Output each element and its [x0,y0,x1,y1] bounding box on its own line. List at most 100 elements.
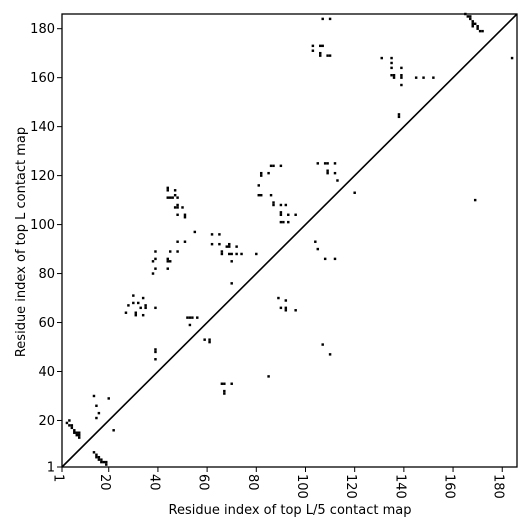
contact-point [139,306,142,310]
contact-point [77,431,81,434]
contact-point [380,56,383,60]
contact-point [75,433,78,437]
contact-point [336,179,339,182]
contact-point [259,193,263,197]
contact-point [208,340,211,344]
contact-point [414,76,418,79]
contact-point [73,429,76,432]
contact-point [326,171,329,175]
x-tick-label: 140 [392,474,407,499]
contact-point [326,169,329,172]
contact-point [267,375,270,378]
contact-point [422,76,425,79]
contact-point [333,162,337,165]
contact-point [230,260,233,263]
contact-point [277,296,280,300]
contact-point [287,213,290,217]
contact-point [183,240,187,243]
contact-point [65,421,69,425]
contact-point [141,313,145,317]
contact-point [390,73,393,77]
contact-point [279,203,283,207]
contact-point [287,220,290,224]
contact-point [272,201,275,204]
diagonal-line [61,13,518,468]
contact-point [144,306,147,310]
contact-point [228,242,231,246]
contact-point [141,296,145,300]
contact-point [95,416,98,420]
contact-point [188,316,192,319]
contact-point [154,257,157,261]
contact-point [97,458,101,461]
contact-point [319,51,322,55]
contact-point [168,196,172,199]
contact-point [191,316,194,319]
contact-point [92,394,96,398]
contact-point [154,250,157,253]
contact-point [316,247,320,251]
contact-point [397,115,401,119]
contact-point [176,203,179,207]
contact-point [390,61,393,65]
contact-point [220,252,224,256]
contact-point [100,460,103,464]
contact-point [400,73,403,77]
contact-point [70,424,74,427]
contact-point [392,73,396,77]
contact-point [68,424,71,427]
contact-point [469,15,472,18]
contact-point [279,306,283,310]
contact-point [321,44,324,48]
contact-point [183,216,187,219]
contact-point [132,301,135,305]
contact-point [70,426,74,430]
x-tick-label: 80 [245,474,260,491]
contact-point [154,348,157,351]
x-tick-label: 40 [146,474,161,491]
contact-point [267,171,270,175]
x-tick-label: 160 [442,474,457,499]
contact-point [173,193,177,197]
contact-point [235,252,238,256]
x-tick-label: 180 [491,474,506,499]
contact-point [132,294,135,297]
contact-point [294,309,297,312]
contact-point [228,252,231,256]
contact-point [176,250,179,253]
contact-point [166,196,169,199]
contact-point [68,419,71,422]
contact-point [476,25,479,28]
contact-point [151,272,155,275]
contact-point [279,213,283,217]
contact-point [397,113,401,116]
x-tick-label: 1 [51,474,66,482]
y-tick-label: 100 [30,218,55,233]
contact-point [476,27,479,30]
y-tick-label: 120 [30,169,55,184]
contact-point [173,206,177,209]
contact-point [392,76,396,79]
contact-point [326,54,329,57]
contact-point [144,304,147,307]
contact-point [471,20,474,23]
contact-point [279,211,283,214]
contact-point [294,213,297,217]
contact-point [151,260,155,263]
contact-point [314,240,317,243]
contact-point [166,267,169,270]
contact-point [432,76,435,79]
contact-point [154,306,157,310]
contact-point [328,353,332,356]
contact-point [321,343,324,346]
contact-point [469,17,472,21]
contact-point [473,22,477,26]
contact-point [259,174,263,177]
contact-point [390,66,393,70]
contact-point [183,213,187,217]
contact-point [284,306,288,310]
contact-point [284,299,288,302]
contact-point [171,196,174,199]
